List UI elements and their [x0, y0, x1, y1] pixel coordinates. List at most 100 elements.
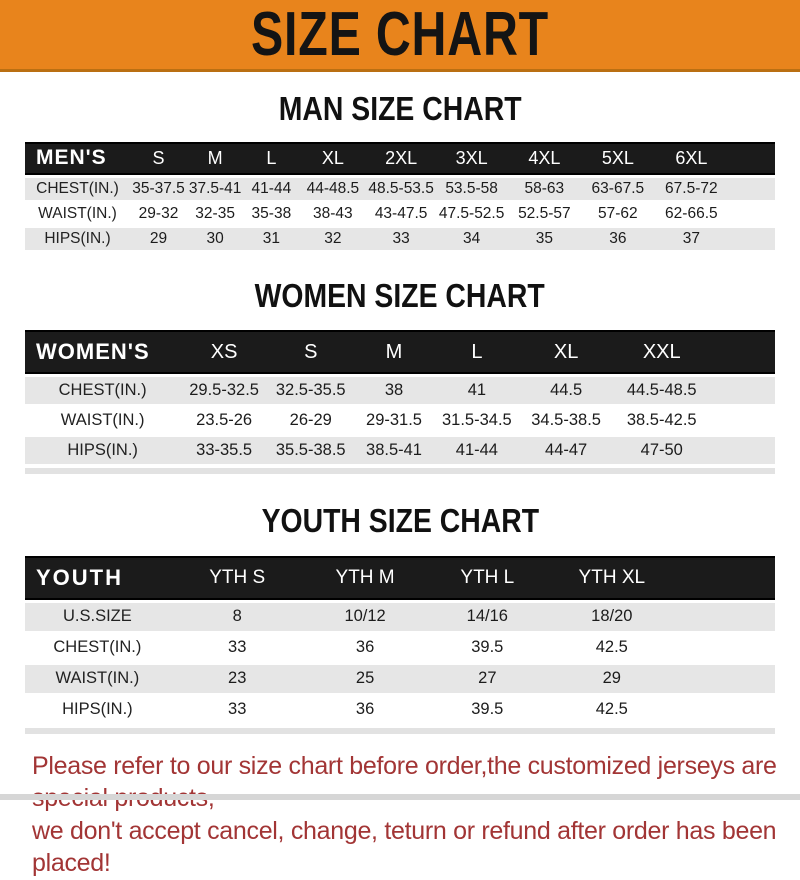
size-header-row: MEN'S S M L XL 2XL 3XL 4XL 5XL 6XL — [25, 141, 775, 175]
men-size-table: MEN'S S M L XL 2XL 3XL 4XL 5XL 6XL CHEST(IN.) 35-37… — [25, 139, 775, 253]
cell-filler — [710, 437, 775, 465]
row-label: CHEST(IN.) — [25, 377, 181, 405]
size-value-cell: 35-37.5 — [130, 177, 187, 200]
size-value-cell: 33 — [169, 633, 305, 662]
table-row: WAIST(IN.) 23 25 27 29 — [25, 664, 775, 693]
youth-table-bottom-strip — [25, 727, 775, 734]
size-value-cell: 27 — [425, 664, 550, 693]
size-column-header: S — [130, 141, 187, 175]
size-column-header: XS — [180, 330, 268, 375]
men-section-heading: MAN SIZE CHART — [0, 91, 800, 127]
size-value-cell: 33 — [366, 227, 436, 250]
size-column-header: M — [187, 141, 244, 175]
size-value-cell: 41 — [434, 377, 520, 405]
size-value-cell: 18/20 — [549, 602, 675, 631]
row-label: CHEST(IN.) — [25, 177, 130, 200]
row-label: WAIST(IN.) — [25, 202, 130, 225]
row-label: U.S.SIZE — [25, 602, 170, 631]
table-row: HIPS(IN.) 29 30 31 32 33 34 35 36 37 — [25, 227, 775, 250]
cell-filler — [674, 633, 775, 662]
cell-filler — [728, 202, 775, 225]
size-value-cell: 47.5-52.5 — [435, 202, 508, 225]
cell-filler — [674, 602, 775, 631]
size-value-cell: 30 — [187, 227, 244, 250]
banner: SIZE CHART — [0, 0, 800, 72]
size-value-cell: 33 — [169, 695, 305, 724]
size-value-cell: 31 — [243, 227, 300, 250]
table-row: CHEST(IN.) 33 36 39.5 42.5 — [25, 633, 775, 662]
size-value-cell: 32.5-35.5 — [268, 377, 354, 405]
header-filler — [710, 330, 775, 375]
size-value-cell: 39.5 — [425, 695, 550, 724]
table-row: U.S.SIZE 8 10/12 14/16 18/20 — [25, 602, 775, 631]
size-value-cell: 44-47 — [519, 437, 613, 465]
table-row: HIPS(IN.) 33 36 39.5 42.5 — [25, 695, 775, 724]
size-column-header: XL — [519, 330, 613, 375]
size-value-cell: 23 — [169, 664, 305, 693]
size-value-cell: 36 — [581, 227, 655, 250]
size-value-cell: 8 — [169, 602, 305, 631]
banner-title: SIZE CHART — [251, 0, 549, 69]
size-value-cell: 26-29 — [268, 407, 354, 435]
size-column-header: 5XL — [581, 141, 655, 175]
size-value-cell: 39.5 — [425, 633, 550, 662]
size-value-cell: 34.5-38.5 — [519, 407, 613, 435]
youth-table-corner-label: YOUTH — [25, 555, 170, 600]
youth-size-table: YOUTH YTH S YTH M YTH L YTH XL U.S.SIZE 8 10/12… — [25, 553, 775, 727]
table-row: CHEST(IN.) 29.5-32.5 32.5-35.5 38 41 44.5 44.5… — [25, 377, 775, 405]
footer-note: Please refer to our size chart before or… — [32, 750, 780, 880]
size-column-header: XL — [299, 141, 367, 175]
size-value-cell: 25 — [304, 664, 426, 693]
size-header-row: WOMEN'S XS S M L XL XXL — [25, 330, 775, 375]
size-value-cell: 32-35 — [187, 202, 244, 225]
size-value-cell: 36 — [304, 633, 426, 662]
size-value-cell: 36 — [304, 695, 426, 724]
size-value-cell: 10/12 — [304, 602, 426, 631]
cell-filler — [710, 407, 775, 435]
size-column-header: XXL — [613, 330, 711, 375]
size-value-cell: 31.5-34.5 — [434, 407, 520, 435]
size-value-cell: 35-38 — [243, 202, 300, 225]
size-value-cell: 38-43 — [299, 202, 367, 225]
size-value-cell: 52.5-57 — [507, 202, 582, 225]
table-row: WAIST(IN.) 29-32 32-35 35-38 38-43 43-47.5 47.… — [25, 202, 775, 225]
size-value-cell: 32 — [299, 227, 367, 250]
size-value-cell: 38.5-41 — [353, 437, 435, 465]
footer-line-2: we don't accept cancel, change, teturn o… — [32, 816, 777, 878]
row-label: HIPS(IN.) — [25, 437, 181, 465]
size-value-cell: 58-63 — [507, 177, 582, 200]
size-value-cell: 29-32 — [130, 202, 187, 225]
size-value-cell: 67.5-72 — [654, 177, 729, 200]
youth-section-heading: YOUTH SIZE CHART — [0, 504, 800, 539]
size-value-cell: 44.5-48.5 — [613, 377, 711, 405]
size-value-cell: 23.5-26 — [180, 407, 268, 435]
size-header-row: YOUTH YTH S YTH M YTH L YTH XL — [25, 555, 775, 600]
size-value-cell: 35.5-38.5 — [268, 437, 354, 465]
cell-filler — [674, 664, 775, 693]
size-value-cell: 63-67.5 — [581, 177, 655, 200]
women-table-corner-label: WOMEN'S — [25, 330, 181, 375]
row-label: HIPS(IN.) — [25, 227, 130, 250]
women-section-heading: WOMEN SIZE CHART — [0, 278, 800, 314]
size-value-cell: 29 — [549, 664, 675, 693]
size-value-cell: 29.5-32.5 — [180, 377, 268, 405]
size-column-header: YTH M — [304, 555, 426, 600]
row-label: CHEST(IN.) — [25, 633, 170, 662]
size-column-header: YTH L — [425, 555, 550, 600]
size-value-cell: 53.5-58 — [435, 177, 508, 200]
row-label: WAIST(IN.) — [25, 664, 170, 693]
size-column-header: M — [353, 330, 435, 375]
size-column-header: 4XL — [507, 141, 582, 175]
size-column-header: S — [268, 330, 354, 375]
cell-filler — [728, 227, 775, 250]
table-row: CHEST(IN.) 35-37.5 37.5-41 41-44 44-48.5 48.5… — [25, 177, 775, 200]
footer-line-1: Please refer to our size chart before or… — [32, 751, 777, 813]
size-value-cell: 14/16 — [425, 602, 550, 631]
size-value-cell: 44-48.5 — [299, 177, 367, 200]
header-filler — [728, 141, 775, 175]
row-label: HIPS(IN.) — [25, 695, 170, 724]
cell-filler — [674, 695, 775, 724]
size-value-cell: 37.5-41 — [187, 177, 244, 200]
size-value-cell: 44.5 — [519, 377, 613, 405]
size-value-cell: 38 — [353, 377, 435, 405]
